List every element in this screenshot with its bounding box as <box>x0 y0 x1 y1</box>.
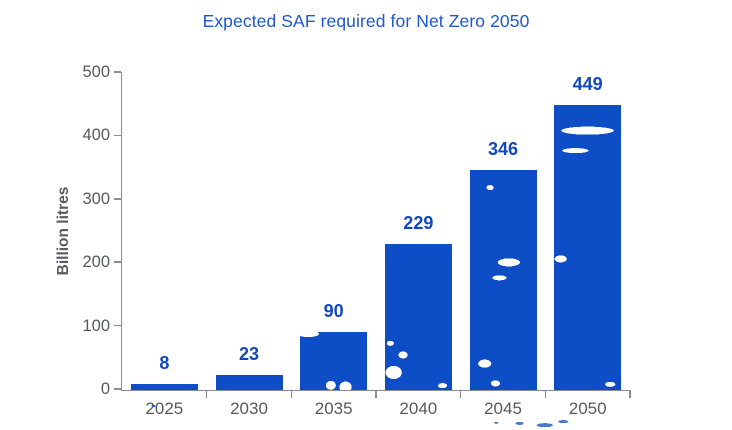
y-axis-tick <box>113 261 121 263</box>
x-axis-label-2050: 2050 <box>568 398 607 418</box>
y-axis-tick-label: 100 <box>82 316 110 335</box>
bar-2045 <box>469 170 537 390</box>
bar-2025 <box>130 384 198 390</box>
x-axis-tick <box>459 389 462 398</box>
value-label-2045: 346 <box>487 139 519 160</box>
x-axis-tick <box>629 389 631 398</box>
bar-2030 <box>215 374 283 390</box>
y-axis-tick-label: 400 <box>82 126 110 145</box>
y-axis-tick <box>113 134 121 137</box>
y-axis-tick-label: 200 <box>82 252 110 271</box>
value-label-2040: 229 <box>403 213 434 234</box>
x-axis-label-2045: 2045 <box>484 398 522 418</box>
x-axis-tick <box>290 389 293 398</box>
x-axis-tick <box>205 389 208 398</box>
chart-title: Expected SAF required for Net Zero 2050 <box>202 11 530 31</box>
x-axis-label-2025: 2025 <box>145 398 184 418</box>
value-label-2050: 449 <box>572 73 603 94</box>
x-axis-label-2040: 2040 <box>399 398 438 418</box>
y-axis-tick <box>113 388 121 390</box>
value-label-2030: 23 <box>238 343 260 364</box>
x-axis-label-2035: 2035 <box>314 398 353 418</box>
x-axis-label-2030: 2030 <box>230 398 268 418</box>
y-axis-tick <box>113 324 121 327</box>
y-axis-tick <box>113 198 121 200</box>
y-axis-tick-label: 300 <box>82 189 110 208</box>
x-axis-tick <box>375 389 377 398</box>
bar-2040 <box>384 244 452 390</box>
small-smudge-artifact <box>150 404 157 408</box>
bar-2050 <box>554 104 622 390</box>
y-axis-title: Billion litres <box>55 186 72 276</box>
watermark-smudge-artifact <box>486 418 570 430</box>
value-label-2035: 90 <box>323 301 344 322</box>
value-label-2025: 8 <box>159 353 170 374</box>
y-axis-tick <box>113 71 121 73</box>
plot-area: 0 100 200 300 400 500 8 2025 23 2030 90 2035 229 2040… <box>82 64 631 417</box>
x-axis-tick <box>544 389 547 398</box>
y-axis-tick-label: 500 <box>82 62 110 81</box>
y-axis-tick-label: 0 <box>100 379 110 398</box>
bar-2035 <box>300 332 368 390</box>
